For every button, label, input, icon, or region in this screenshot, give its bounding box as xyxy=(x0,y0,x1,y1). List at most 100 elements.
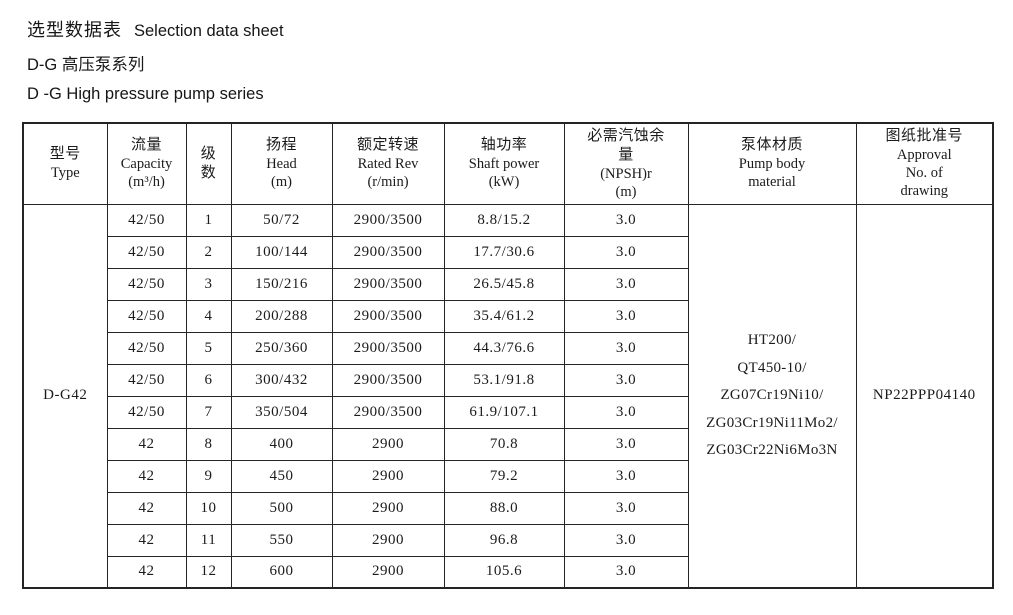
cell-stages: 11 xyxy=(185,523,232,557)
cell-capacity: 42/50 xyxy=(106,267,187,301)
col-header-stages: 级 数 xyxy=(185,122,232,205)
cell-rated-rev: 2900 xyxy=(331,555,445,589)
table-row: 42 9 450 2900 79.2 3.0 xyxy=(23,459,993,493)
cell-head: 450 xyxy=(230,459,333,493)
col-header-npsh: 必需汽蚀余 量 (NPSH)r (m) xyxy=(563,122,689,205)
cell-stages: 5 xyxy=(185,331,232,365)
cell-capacity: 42/50 xyxy=(106,299,187,333)
col-header-type: 型号 Type xyxy=(22,122,108,205)
table-row: 42/50 5 250/360 2900/3500 44.3/76.6 3.0 xyxy=(23,331,993,365)
cell-rated-rev: 2900/3500 xyxy=(331,395,445,429)
cell-head: 100/144 xyxy=(230,235,333,269)
cell-stages: 9 xyxy=(185,459,232,493)
cell-stages: 4 xyxy=(185,299,232,333)
cell-shaft-power: 53.1/91.8 xyxy=(443,363,565,397)
table-row: 42/50 6 300/432 2900/3500 53.1/91.8 3.0 xyxy=(23,363,993,397)
cell-head: 400 xyxy=(230,427,333,461)
header-row: 型号 Type 流量 Capacity (m³/h) 级 数 扬程 Head (… xyxy=(22,122,994,205)
cell-stages: 3 xyxy=(185,267,232,301)
cell-capacity: 42/50 xyxy=(106,203,187,237)
cell-rated-rev: 2900/3500 xyxy=(331,203,445,237)
cell-shaft-power: 35.4/61.2 xyxy=(443,299,565,333)
col-header-pump-material: 泵体材质 Pump body material xyxy=(687,122,857,205)
page-title-en: Selection data sheet xyxy=(134,22,284,40)
table-row: 42 12 600 2900 105.6 3.0 xyxy=(23,555,993,589)
cell-rated-rev: 2900 xyxy=(331,459,445,493)
cell-head: 50/72 xyxy=(230,203,333,237)
table-row: 42 11 550 2900 96.8 3.0 xyxy=(23,523,993,557)
cell-capacity: 42/50 xyxy=(106,331,187,365)
cell-capacity: 42 xyxy=(106,555,187,589)
page-title: 选型数据表 Selection data sheet xyxy=(27,16,284,42)
cell-rated-rev: 2900/3500 xyxy=(331,299,445,333)
cell-head: 350/504 xyxy=(230,395,333,429)
cell-stages: 6 xyxy=(185,363,232,397)
cell-shaft-power: 8.8/15.2 xyxy=(443,203,565,237)
cell-stages: 2 xyxy=(185,235,232,269)
cell-stages: 1 xyxy=(185,203,232,237)
series-title-zh: D-G 高压泵系列 xyxy=(27,56,145,74)
table-row: 42/50 7 350/504 2900/3500 61.9/107.1 3.0 xyxy=(23,395,993,429)
cell-capacity: 42/50 xyxy=(106,235,187,269)
cell-head: 550 xyxy=(230,523,333,557)
cell-npsh: 3.0 xyxy=(563,523,689,557)
cell-shaft-power: 17.7/30.6 xyxy=(443,235,565,269)
cell-shaft-power: 61.9/107.1 xyxy=(443,395,565,429)
cell-shaft-power: 70.8 xyxy=(443,427,565,461)
cell-capacity: 42 xyxy=(106,427,187,461)
cell-type-model: D-G42 xyxy=(22,203,108,589)
cell-shaft-power: 44.3/76.6 xyxy=(443,331,565,365)
cell-capacity: 42/50 xyxy=(106,363,187,397)
cell-shaft-power: 88.0 xyxy=(443,491,565,525)
table-row: 42 10 500 2900 88.0 3.0 xyxy=(23,491,993,525)
cell-stages: 7 xyxy=(185,395,232,429)
cell-rated-rev: 2900 xyxy=(331,523,445,557)
table-row: 42/50 3 150/216 2900/3500 26.5/45.8 3.0 xyxy=(23,267,993,301)
cell-npsh: 3.0 xyxy=(563,555,689,589)
cell-rated-rev: 2900/3500 xyxy=(331,267,445,301)
cell-stages: 10 xyxy=(185,491,232,525)
cell-npsh: 3.0 xyxy=(563,267,689,301)
cell-rated-rev: 2900/3500 xyxy=(331,235,445,269)
page-title-zh: 选型数据表 xyxy=(27,20,122,40)
cell-head: 250/360 xyxy=(230,331,333,365)
col-header-shaft-power: 轴功率 Shaft power (kW) xyxy=(443,122,565,205)
table-row: D-G42 42/50 1 50/72 2900/3500 8.8/15.2 3… xyxy=(22,203,994,589)
cell-head: 300/432 xyxy=(230,363,333,397)
cell-head: 150/216 xyxy=(230,267,333,301)
selection-data-table: 型号 Type 流量 Capacity (m³/h) 级 数 扬程 Head (… xyxy=(22,122,994,589)
cell-rated-rev: 2900 xyxy=(331,427,445,461)
cell-shaft-power: 79.2 xyxy=(443,459,565,493)
cell-npsh: 3.0 xyxy=(563,299,689,333)
cell-rated-rev: 2900/3500 xyxy=(331,331,445,365)
series-title-en: D -G High pressure pump series xyxy=(27,85,264,103)
cell-shaft-power: 26.5/45.8 xyxy=(443,267,565,301)
cell-capacity: 42/50 xyxy=(106,395,187,429)
cell-npsh: 3.0 xyxy=(563,203,689,237)
cell-npsh: 3.0 xyxy=(563,395,689,429)
cell-shaft-power: 105.6 xyxy=(443,555,565,589)
table-row: 42/50 4 200/288 2900/3500 35.4/61.2 3.0 xyxy=(23,299,993,333)
table-row: 42/50 2 100/144 2900/3500 17.7/30.6 3.0 xyxy=(23,235,993,269)
cell-stages: 12 xyxy=(185,555,232,589)
col-header-rated-rev: 额定转速 Rated Rev (r/min) xyxy=(331,122,445,205)
cell-npsh: 3.0 xyxy=(563,459,689,493)
page-titles: 选型数据表 Selection data sheet D-G 高压泵系列 D -… xyxy=(27,16,284,104)
col-header-capacity: 流量 Capacity (m³/h) xyxy=(106,122,187,205)
cell-approval-no: NP22PPP04140 xyxy=(855,203,994,589)
cell-capacity: 42 xyxy=(106,523,187,557)
cell-shaft-power: 96.8 xyxy=(443,523,565,557)
cell-rated-rev: 2900 xyxy=(331,491,445,525)
cell-capacity: 42 xyxy=(106,491,187,525)
cell-npsh: 3.0 xyxy=(563,427,689,461)
cell-head: 600 xyxy=(230,555,333,589)
col-header-head: 扬程 Head (m) xyxy=(230,122,333,205)
cell-stages: 8 xyxy=(185,427,232,461)
cell-npsh: 3.0 xyxy=(563,235,689,269)
cell-npsh: 3.0 xyxy=(563,491,689,525)
cell-head: 200/288 xyxy=(230,299,333,333)
cell-capacity: 42 xyxy=(106,459,187,493)
cell-head: 500 xyxy=(230,491,333,525)
cell-npsh: 3.0 xyxy=(563,331,689,365)
